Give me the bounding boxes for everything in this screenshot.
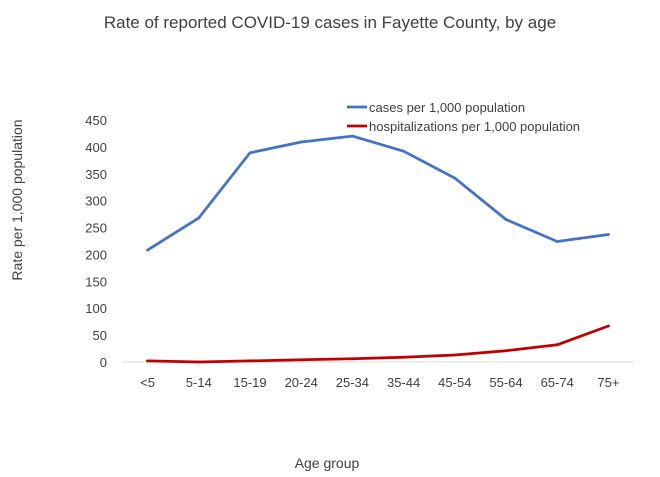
series-line-2 <box>146 324 610 364</box>
y-tick-label: 50 <box>93 328 107 343</box>
legend: cases per 1,000 population hospitalizatio… <box>347 100 580 134</box>
data-point <box>146 248 150 252</box>
y-tick-label: 100 <box>85 301 107 316</box>
data-point <box>504 349 508 353</box>
x-tick-label: 45-54 <box>438 375 471 390</box>
x-tick-labels: <5 5-14 15-19 20-24 25-34 35-44 45-54 55-64 65-7… <box>140 375 619 390</box>
chart-title: Rate of reported COVID-19 cases in Fayet… <box>104 13 556 32</box>
data-point <box>402 149 405 153</box>
series-line-1 <box>146 134 610 252</box>
x-tick-label: 55-64 <box>489 375 522 390</box>
y-tick-label: 0 <box>100 355 107 370</box>
data-point <box>555 343 559 347</box>
data-point <box>248 359 252 363</box>
data-point <box>555 240 559 243</box>
series-lines <box>146 134 610 364</box>
x-tick-label: 75+ <box>597 375 619 390</box>
data-point <box>453 353 457 357</box>
data-point <box>146 359 150 363</box>
x-tick-label: 20-24 <box>285 375 318 390</box>
x-axis-label: Age group <box>295 455 360 471</box>
x-tick-label: 65-74 <box>541 375 574 390</box>
data-point <box>197 216 201 220</box>
x-tick-label: 5-14 <box>186 375 212 390</box>
data-point <box>453 176 457 180</box>
legend-label: hospitalizations per 1,000 population <box>369 119 580 134</box>
x-tick-label: <5 <box>140 375 155 390</box>
data-point <box>351 134 354 138</box>
x-tick-label: 25-34 <box>336 375 369 390</box>
y-tick-label: 200 <box>85 247 107 262</box>
data-point <box>197 360 201 364</box>
y-tick-label: 350 <box>85 167 107 182</box>
x-tick-label: 35-44 <box>387 375 420 390</box>
y-tick-label: 400 <box>85 140 107 155</box>
data-point <box>248 151 252 155</box>
y-axis-label: Rate per 1,000 population <box>9 119 25 280</box>
y-tick-label: 300 <box>85 194 107 209</box>
data-point <box>607 324 610 328</box>
y-tick-label: 250 <box>85 221 107 236</box>
legend-label: cases per 1,000 population <box>369 100 525 115</box>
data-point <box>299 358 303 362</box>
y-tick-label: 450 <box>85 113 107 128</box>
data-point <box>402 355 405 359</box>
x-tick-label: 15-19 <box>233 375 266 390</box>
data-point <box>351 357 354 361</box>
y-tick-labels: 0 50 100 150 200 250 300 350 400 450 <box>85 113 107 370</box>
y-tick-label: 150 <box>85 274 107 289</box>
data-point <box>299 140 303 144</box>
data-point <box>504 218 508 221</box>
data-point <box>607 233 610 236</box>
